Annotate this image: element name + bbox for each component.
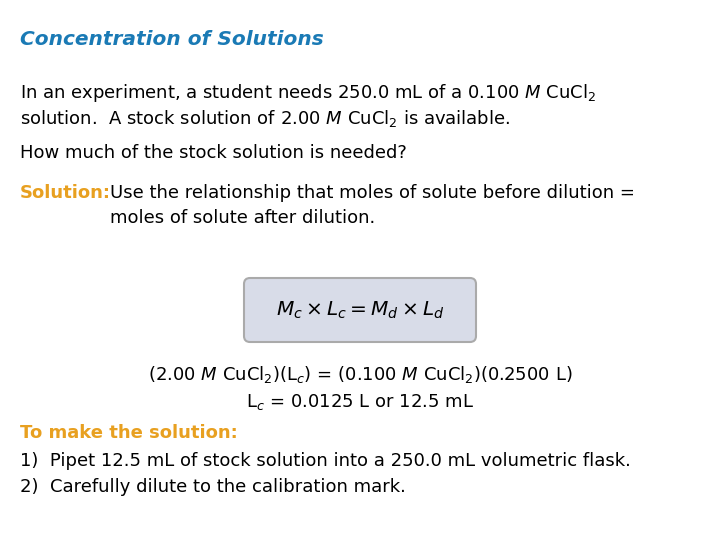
Text: 2)  Carefully dilute to the calibration mark.: 2) Carefully dilute to the calibration m… [20,478,406,496]
FancyBboxPatch shape [244,278,476,342]
Text: (2.00 $\mathit{M}$ CuCl$_2$)(L$_c$) = (0.100 $\mathit{M}$ CuCl$_2$)(0.2500 L): (2.00 $\mathit{M}$ CuCl$_2$)(L$_c$) = (0… [148,364,572,385]
Text: In an experiment, a student needs 250.0 mL of a 0.100 $\mathit{M}$ CuCl$_2$: In an experiment, a student needs 250.0 … [20,82,596,104]
Text: moles of solute after dilution.: moles of solute after dilution. [110,209,375,227]
Text: solution.  A stock solution of 2.00 $\mathit{M}$ CuCl$_2$ is available.: solution. A stock solution of 2.00 $\mat… [20,108,510,129]
Text: How much of the stock solution is needed?: How much of the stock solution is needed… [20,144,407,162]
Text: $\mathit{M}_c \times L_c = \mathit{M}_d \times L_d$: $\mathit{M}_c \times L_c = \mathit{M}_d … [276,299,444,321]
Text: L$_c$ = 0.0125 L or 12.5 mL: L$_c$ = 0.0125 L or 12.5 mL [246,392,474,412]
Text: 1)  Pipet 12.5 mL of stock solution into a 250.0 mL volumetric flask.: 1) Pipet 12.5 mL of stock solution into … [20,452,631,470]
Text: To make the solution:: To make the solution: [20,424,238,442]
Text: Solution:: Solution: [20,184,111,202]
Text: Concentration of Solutions: Concentration of Solutions [20,30,324,49]
Text: Use the relationship that moles of solute before dilution =: Use the relationship that moles of solut… [110,184,635,202]
